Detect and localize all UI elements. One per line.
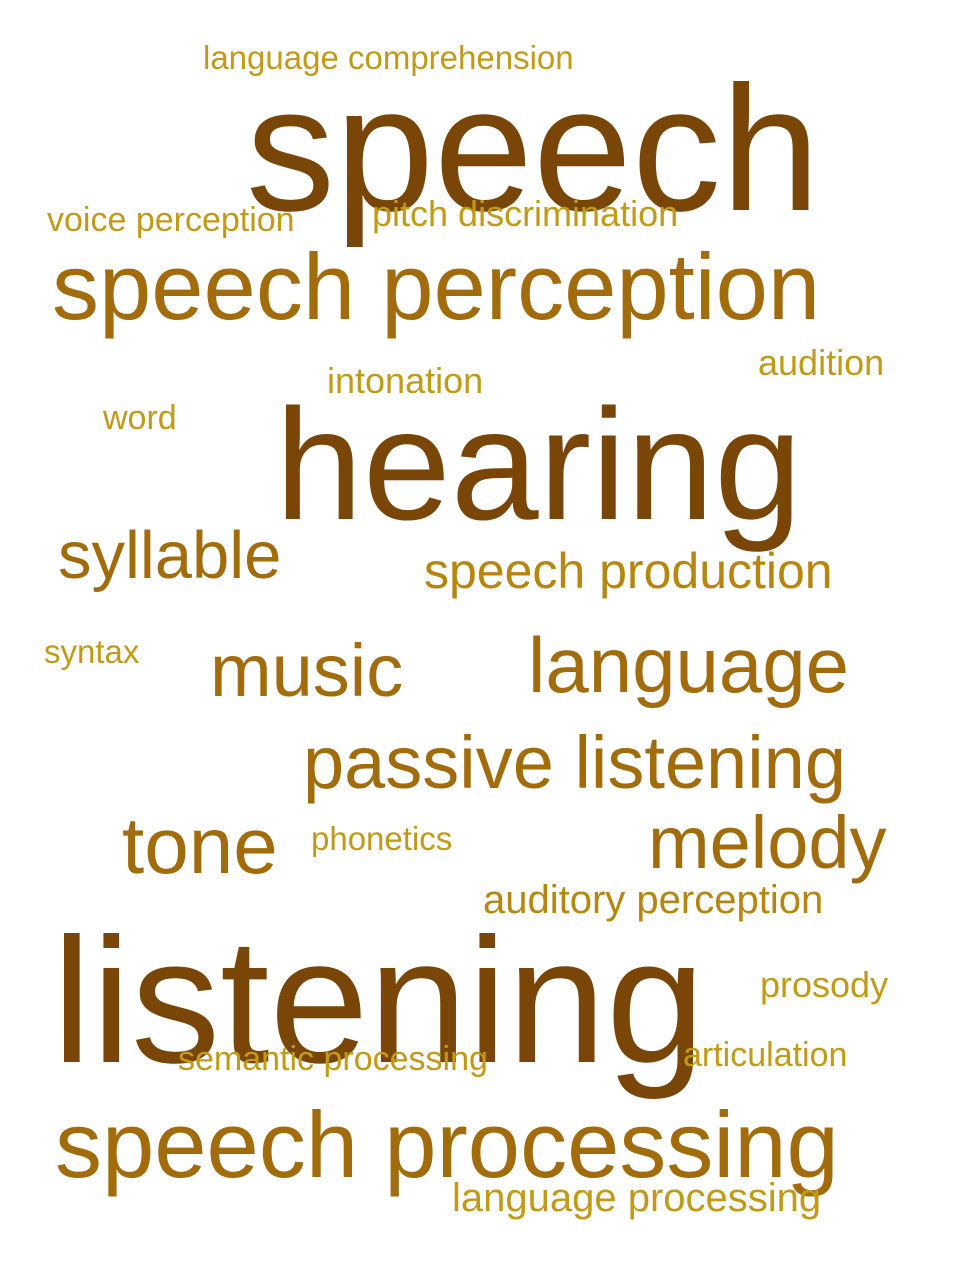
word-language: language [528,621,849,709]
word-auditory-perception: auditory perception [483,878,824,922]
word-language-processing: language processing [452,1176,822,1220]
word-phonetics: phonetics [311,820,453,857]
word-music: music [210,629,404,712]
word-semantic-processing: semantic processing [178,1040,488,1078]
word-pitch-discrimination: pitch discrimination [372,193,679,234]
word-speech-processing: speech processing [55,1092,839,1197]
word-passive-listening: passive listening [303,721,846,804]
word-melody: melody [648,801,887,884]
word-speech-perception: speech perception [52,234,821,339]
word-tone: tone [122,801,278,890]
word-speech: speech [246,49,820,248]
word-articulation: articulation [683,1036,848,1074]
word-prosody: prosody [760,964,889,1005]
word-syllable: syllable [58,518,282,593]
word-listening: listening [52,901,706,1100]
word-syntax: syntax [44,633,140,670]
word-intonation: intonation [327,360,484,401]
word-language-comprehension: language comprehension [203,39,574,76]
word-word: word [103,399,177,437]
word-speech-production: speech production [424,543,833,599]
word-voice-perception: voice perception [47,201,295,239]
word-audition: audition [758,342,885,383]
word-hearing: hearing [275,377,803,553]
